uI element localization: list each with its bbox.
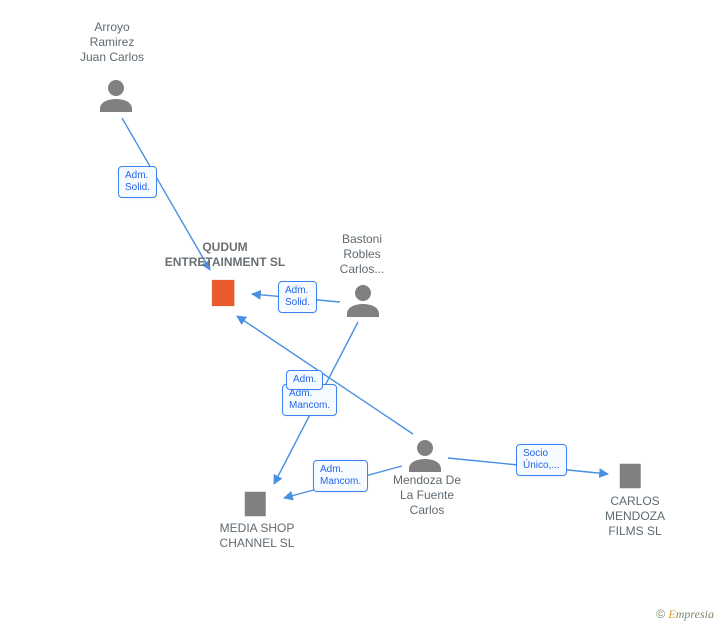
building-icon[interactable] xyxy=(618,462,646,495)
edge-label-mendoza-mediashop: Adm. Mancom. xyxy=(313,460,368,492)
edge-mendoza-qudum xyxy=(237,316,413,434)
edge-label-arroyo-qudum: Adm. Solid. xyxy=(118,166,157,198)
building-icon[interactable] xyxy=(243,490,271,523)
brand-rest: mpresia xyxy=(676,607,714,621)
brand-initial: E xyxy=(668,607,675,621)
building-icon[interactable] xyxy=(210,278,240,313)
person-icon[interactable] xyxy=(100,80,132,117)
node-label-bastoni: Bastoni Robles Carlos... xyxy=(322,232,402,277)
watermark: © Empresia xyxy=(656,607,714,622)
node-label-arroyo: Arroyo Ramirez Juan Carlos xyxy=(67,20,157,65)
node-label-mediashop: MEDIA SHOP CHANNEL SL xyxy=(202,521,312,551)
node-label-carlosfilms: CARLOS MENDOZA FILMS SL xyxy=(590,494,680,539)
diagram-canvas: Arroyo Ramirez Juan Carlos QUDUM ENTRETAI… xyxy=(0,0,728,630)
edge-label-bastoni-qudum: Adm. Solid. xyxy=(278,281,317,313)
edge-label-mendoza-carlosfilms: Socio Único,... xyxy=(516,444,567,476)
node-label-qudum: QUDUM ENTRETAINMENT SL xyxy=(140,240,310,270)
copyright-symbol: © xyxy=(656,607,665,621)
node-label-mendoza: Mendoza De La Fuente Carlos xyxy=(377,473,477,518)
person-icon[interactable] xyxy=(347,285,379,322)
edge-label-mendoza-qudum: Adm. xyxy=(286,370,323,390)
person-icon[interactable] xyxy=(409,440,441,477)
